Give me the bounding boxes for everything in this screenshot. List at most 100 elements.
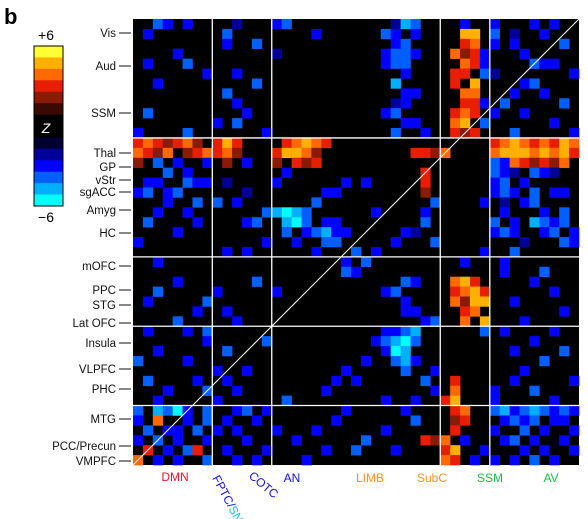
heatmap-cell [261,237,273,248]
heatmap-cell [390,286,401,297]
heatmap-cell [222,147,233,159]
heatmap-cell [450,405,461,416]
heatmap-cell [222,28,233,40]
heatmap-cell [251,415,263,426]
heatmap-cell [162,147,173,159]
colorbar-gradient [33,45,64,207]
heatmap-cell [390,445,401,456]
heatmap-cell [460,98,471,109]
heatmap-cell [142,137,154,149]
colorbar-swatch [34,148,63,161]
heatmap-cell [479,118,491,129]
heatmap-cell [410,326,421,337]
heatmap-cell [499,187,510,198]
heatmap-cell [559,187,570,198]
heatmap-cell [539,137,550,149]
heatmap-cell [559,137,570,149]
heatmap-cell [192,217,203,228]
heatmap-cell [390,58,401,69]
heatmap-cell [331,187,342,198]
heatmap-cell [559,306,570,317]
heatmap-cell [400,306,411,317]
heatmap-cell [469,306,481,317]
heatmap-cell [212,395,223,406]
heatmap [132,18,580,466]
heatmap-cell [410,336,421,347]
heatmap-cell [539,227,550,238]
heatmap-cell [380,336,391,347]
heatmap-cell [489,405,501,416]
heatmap-cell [182,167,193,178]
network-label: DMN [161,470,188,484]
heatmap-cell [152,455,164,466]
row-label: STG [92,300,116,312]
heatmap-cell [331,415,342,426]
heatmap-cell [142,375,154,387]
heatmap-cell [232,385,243,396]
colorbar-swatch [34,171,63,184]
heatmap-cell [549,286,560,297]
heatmap-cell [529,405,540,416]
heatmap-cell [450,78,461,89]
heatmap-cell [549,137,560,149]
heatmap-cell [469,88,481,99]
heatmap-cell [202,68,213,79]
heatmap-cell [549,187,560,198]
heatmap-cell [529,157,540,168]
heatmap-cell [489,425,501,436]
heatmap-cell [182,137,193,149]
heatmap-cell [469,78,481,89]
heatmap-cell [489,38,501,50]
heatmap-cell [341,177,352,188]
heatmap-cell [469,276,481,287]
heatmap-cell [232,455,243,466]
heatmap-cell [232,68,243,79]
heatmap-cell [152,137,164,149]
heatmap-cell [539,207,550,218]
heatmap-cell [222,415,233,426]
network-label: SSM [477,471,503,485]
heatmap-cell [539,266,550,277]
heatmap-cell [380,425,391,436]
heatmap-cell [182,355,193,367]
heatmap-cell [281,147,292,159]
heatmap-cell [539,355,550,367]
heatmap-cell [400,19,411,30]
heatmap-cell [460,316,471,327]
heatmap-cell [559,237,570,248]
heatmap-cell [460,38,471,50]
heatmap-cell [321,217,332,228]
heatmap-cell [519,48,530,59]
row-label: Thal [94,148,116,160]
heatmap-cell [202,336,213,347]
heatmap-cell [380,28,391,40]
colorbar-swatch [34,183,63,196]
heatmap-cell [271,177,282,188]
heatmap-cell [172,48,183,59]
heatmap-cell [222,445,233,456]
heatmap-cell [360,177,372,188]
heatmap-cell [519,78,530,89]
heatmap-cell [232,197,243,208]
heatmap-cell [242,405,253,416]
heatmap-cell [142,147,154,159]
heatmap-cell [192,375,203,387]
heatmap-cell [281,167,292,178]
heatmap-cell [529,435,540,446]
heatmap-cell [162,445,173,456]
heatmap-cell [509,455,520,466]
heatmap-cell [559,98,570,109]
heatmap-cell [222,88,233,99]
heatmap-cell [529,455,540,466]
heatmap-cell [331,237,342,248]
heatmap-cell [559,346,570,357]
heatmap-cell [133,128,144,139]
colorbar-swatch [34,137,63,150]
heatmap-cell [460,256,471,268]
heatmap-cell [519,108,530,119]
row-label: PHC [92,384,116,396]
heatmap-cell [360,256,372,268]
heatmap-cell [222,375,233,387]
heatmap-cell [133,137,144,149]
heatmap-cell [489,395,501,406]
